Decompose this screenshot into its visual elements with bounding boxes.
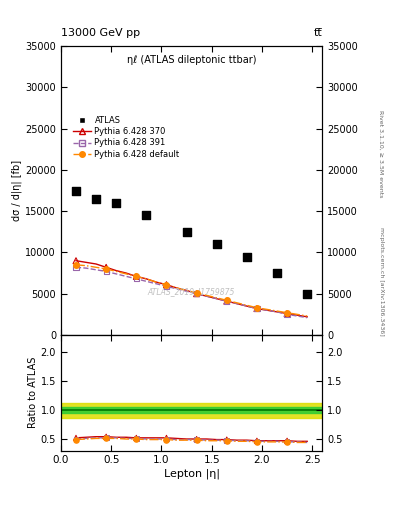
- Point: [163, 435, 170, 443]
- Point: [193, 289, 200, 297]
- Point: [193, 290, 200, 298]
- Point: [103, 265, 109, 273]
- Point: [163, 281, 170, 289]
- Point: [163, 281, 170, 289]
- Point: [284, 438, 290, 446]
- Point: [224, 297, 230, 305]
- Point: [254, 437, 260, 445]
- Point: [213, 240, 220, 248]
- Point: [193, 436, 200, 444]
- Point: [103, 263, 109, 271]
- Text: 13000 GeV pp: 13000 GeV pp: [61, 28, 140, 38]
- Point: [133, 272, 140, 281]
- X-axis label: Lepton |η|: Lepton |η|: [163, 468, 220, 479]
- Point: [133, 435, 140, 443]
- Legend: ATLAS, Pythia 6.428 370, Pythia 6.428 391, Pythia 6.428 default: ATLAS, Pythia 6.428 370, Pythia 6.428 39…: [70, 114, 182, 161]
- Point: [133, 434, 140, 442]
- Point: [133, 434, 140, 442]
- Point: [143, 211, 149, 220]
- Text: ATLAS_2019_I1759875: ATLAS_2019_I1759875: [148, 287, 235, 296]
- Point: [244, 252, 250, 261]
- Point: [73, 434, 79, 442]
- Bar: [61, 407, 322, 413]
- Bar: [61, 402, 322, 418]
- Point: [224, 436, 230, 444]
- Point: [163, 434, 170, 442]
- Point: [73, 261, 79, 269]
- Point: [73, 435, 79, 443]
- Point: [224, 436, 230, 444]
- Point: [103, 434, 109, 442]
- Point: [133, 275, 140, 283]
- Text: ηℓ (ATLAS dileptonic ttbar): ηℓ (ATLAS dileptonic ttbar): [127, 55, 256, 65]
- Point: [193, 436, 200, 444]
- Point: [254, 305, 260, 313]
- Point: [254, 438, 260, 446]
- Text: tt̅: tt̅: [314, 28, 322, 38]
- Point: [73, 257, 79, 265]
- Point: [184, 228, 190, 236]
- Point: [284, 309, 290, 317]
- Y-axis label: dσ / d|η| [fb]: dσ / d|η| [fb]: [12, 160, 22, 221]
- Point: [193, 435, 200, 443]
- Point: [73, 186, 79, 195]
- Point: [274, 269, 280, 277]
- Point: [73, 263, 79, 271]
- Point: [284, 437, 290, 445]
- Y-axis label: Ratio to ATLAS: Ratio to ATLAS: [28, 357, 38, 429]
- Point: [163, 436, 170, 444]
- Point: [224, 297, 230, 305]
- Point: [113, 199, 119, 207]
- Point: [103, 434, 109, 442]
- Point: [254, 437, 260, 445]
- Text: mcplots.cern.ch [arXiv:1306.3436]: mcplots.cern.ch [arXiv:1306.3436]: [379, 227, 384, 336]
- Point: [193, 290, 200, 298]
- Point: [284, 310, 290, 318]
- Point: [73, 436, 79, 444]
- Point: [284, 438, 290, 446]
- Point: [224, 296, 230, 305]
- Point: [133, 272, 140, 281]
- Point: [254, 305, 260, 313]
- Point: [163, 282, 170, 290]
- Point: [93, 195, 99, 203]
- Point: [304, 290, 310, 298]
- Point: [254, 304, 260, 312]
- Point: [103, 267, 109, 275]
- Point: [284, 309, 290, 317]
- Point: [224, 437, 230, 445]
- Text: Rivet 3.1.10, ≥ 3.5M events: Rivet 3.1.10, ≥ 3.5M events: [379, 110, 384, 197]
- Point: [103, 433, 109, 441]
